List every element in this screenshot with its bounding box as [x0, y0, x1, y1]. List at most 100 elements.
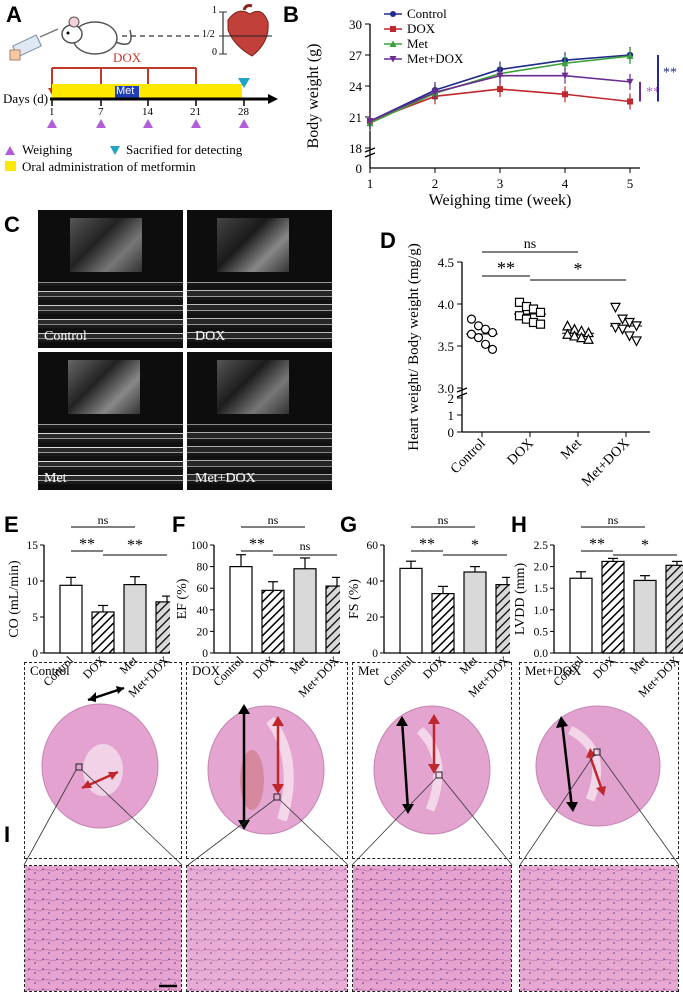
y-axis-label: Body weight (g) [305, 44, 322, 149]
sig-label: ns [98, 515, 109, 527]
data-point [487, 327, 498, 338]
weighing-triangles [47, 119, 249, 128]
y-tick-label: 4.0 [438, 297, 454, 312]
y-tick-label: 4.5 [438, 255, 454, 270]
legend-marker [390, 26, 396, 32]
data-point [473, 332, 484, 343]
axis-break [456, 392, 468, 398]
y-tick-label: 40 [367, 576, 379, 588]
he-label-met-dox: Met+DOX [525, 663, 582, 678]
he-label-met: Met [358, 663, 379, 678]
day-1: 1 [49, 106, 55, 118]
heart-section-met [373, 705, 491, 835]
day-21: 21 [190, 106, 201, 118]
echo-label-met-dox: Met+DOX [195, 471, 256, 486]
y-tick-label: 15 [27, 540, 39, 552]
echo-control: Control [38, 210, 183, 348]
data-point [466, 314, 477, 324]
y-tick-label: 0 [448, 425, 455, 440]
panel-a-schematic [5, 4, 278, 171]
x-tick-label: 1 [367, 176, 374, 191]
data-point [535, 307, 546, 318]
data-point [569, 330, 580, 341]
bar-met-dox [495, 583, 510, 654]
echo-label-met: Met [44, 471, 67, 486]
cross-section-box-dox [186, 662, 348, 859]
y-tick-label: 2 [448, 391, 455, 406]
heart-section-met-dox [535, 705, 661, 827]
sig-label: ** [497, 258, 515, 278]
data-point [497, 86, 503, 93]
legend-marker [389, 40, 397, 47]
tissue-box-control [24, 865, 182, 992]
panel-label-b: B [283, 2, 299, 27]
sig-label: * [574, 259, 583, 279]
y-tick-label: 60 [197, 583, 209, 595]
y-tick-label: 20 [367, 612, 379, 624]
tissue-box-dox [186, 865, 348, 992]
bar-control [229, 565, 253, 654]
sig-label: ** [663, 66, 677, 81]
heart-cross-sections [23, 686, 680, 866]
panel-label-d: D [380, 228, 396, 253]
x-tick-label: 3 [497, 176, 504, 191]
echo-met: Met [38, 352, 183, 490]
legend-label: Met+DOX [407, 51, 464, 66]
metformin-period-bar [52, 84, 242, 98]
sig-label: ** [127, 537, 143, 554]
legend-label: Met [407, 36, 428, 51]
bar-dox [261, 589, 285, 654]
dox-label: DOX [113, 50, 142, 65]
heart-scale-0: 0 [212, 47, 217, 58]
x-tick-label: Met [558, 436, 585, 463]
sig-label: ns [438, 515, 449, 527]
met-box-label: Met [116, 85, 135, 97]
y-tick-label: 1.5 [534, 583, 549, 595]
tissue-box-met [352, 865, 512, 992]
data-point [562, 328, 573, 339]
data-point [631, 336, 642, 347]
axis-break [456, 387, 468, 393]
y-tick-label: 60 [367, 540, 379, 552]
y-axis-label: LVDD (mm) [513, 563, 528, 636]
legend-label: DOX [407, 21, 436, 36]
tissue-box-met-dox [519, 865, 679, 992]
bar-met [463, 571, 487, 654]
sig-label: ** [589, 536, 605, 553]
sig-label: * [641, 537, 649, 554]
met-box [115, 86, 139, 98]
bar-control [59, 584, 83, 654]
y-tick-label: 30 [349, 17, 362, 32]
x-tick-label: 4 [562, 176, 569, 191]
y-tick-label: 0.5 [534, 626, 549, 638]
data-point [480, 339, 491, 349]
he-label-control: Control [30, 663, 70, 678]
heart-section-dox [207, 704, 325, 835]
y-tick-label: 0 [202, 648, 208, 660]
y-tick-label: 1 [448, 408, 455, 423]
panel-label-c: C [4, 212, 20, 237]
bar-met [633, 579, 657, 654]
panel-label-g: G [340, 512, 358, 537]
y-tick-label: 24 [349, 79, 363, 94]
x-axis-label: Weighing time (week) [429, 192, 572, 209]
bar-met-dox [665, 564, 683, 654]
mouse-icon [61, 16, 132, 55]
he-label-dox: DOX [192, 663, 221, 678]
y-tick-label: 0.0 [534, 648, 549, 660]
heart-scale [219, 11, 227, 55]
legend-weighing-icon [5, 146, 15, 155]
legend-oral-icon [5, 161, 16, 171]
echo-dox: DOX [187, 210, 332, 348]
echo-met-dox: Met+DOX [187, 352, 332, 490]
syringe-icon [9, 28, 59, 61]
tissue-dox [187, 866, 347, 991]
data-point [576, 331, 587, 343]
data-point [562, 91, 568, 98]
bar-dox [601, 560, 625, 654]
sacrifice-triangle [238, 78, 250, 88]
y-tick-label: 3.5 [438, 339, 454, 354]
sig-label: * [471, 537, 479, 554]
